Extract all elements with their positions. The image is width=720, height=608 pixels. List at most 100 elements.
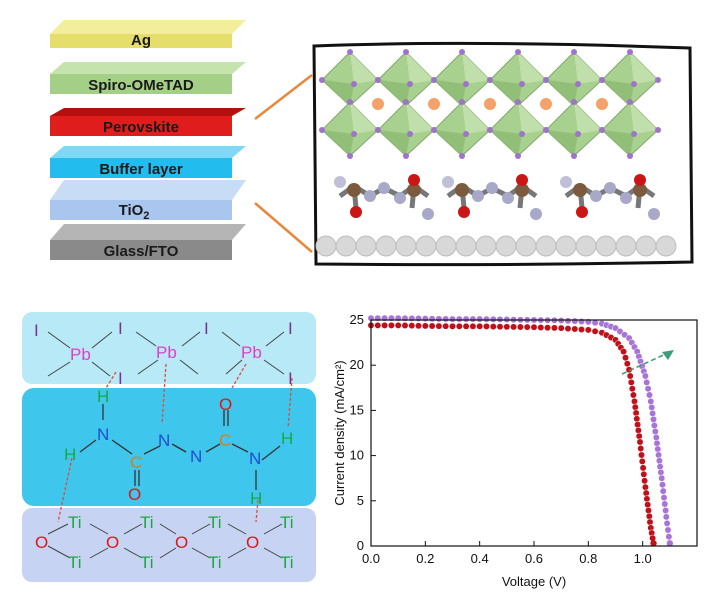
data-point [638, 457, 646, 465]
iodide-atom [459, 49, 465, 55]
substrate-sphere [555, 235, 577, 257]
data-point [387, 321, 395, 329]
iodide-atom [627, 153, 633, 159]
octahedron-highlight [406, 52, 434, 84]
buffer-molecules [334, 174, 660, 220]
o-label: O [35, 533, 48, 552]
pb-label: Pb [156, 343, 177, 362]
data-point [627, 378, 635, 386]
i-label: I [204, 319, 209, 338]
octahedron-highlight [630, 52, 658, 84]
octahedron-highlight [406, 102, 434, 134]
iodide-atom [571, 153, 577, 159]
substrate-sphere [315, 235, 337, 257]
octahedron-highlight [574, 102, 602, 134]
y-tick-label: 20 [350, 357, 364, 372]
data-point [469, 315, 477, 323]
data-point [661, 500, 669, 508]
n-atom [422, 208, 434, 220]
iodide-atom [575, 81, 581, 87]
octahedron-highlight [350, 52, 378, 84]
data-point [462, 322, 470, 330]
tio2-bonds [47, 523, 283, 559]
molecule-double-bonds [134, 410, 229, 486]
iodide-atom [351, 81, 357, 87]
data-point [557, 324, 565, 332]
data-point [523, 323, 531, 331]
atom-c: C [219, 431, 231, 450]
data-point [635, 432, 643, 440]
iodide-atom [655, 77, 661, 83]
iodide-atom [515, 99, 521, 105]
ti-label: Ti [208, 513, 222, 532]
layer-tio2: TiO2 [50, 180, 246, 222]
data-point [421, 315, 429, 323]
data-point [639, 464, 647, 472]
o-atom [576, 206, 588, 218]
buffer-molecule [442, 174, 542, 220]
c-atom [573, 183, 587, 197]
octahedron [599, 49, 661, 109]
data-point [489, 315, 497, 323]
n-atom [620, 192, 632, 204]
data-point [649, 409, 657, 417]
data-point [578, 318, 585, 325]
iodide-atom [347, 49, 353, 55]
data-point [665, 533, 673, 541]
o-atom [634, 174, 646, 186]
pb-label: Pb [70, 345, 91, 364]
octahedron-shade [490, 130, 522, 156]
iodide-atom [571, 99, 577, 105]
data-point [653, 439, 661, 447]
substrate-sphere [415, 235, 437, 257]
data-point [655, 457, 663, 465]
data-point [564, 325, 572, 333]
data-point [666, 540, 674, 547]
data-point [644, 385, 652, 393]
hydrogen-bonds [57, 363, 293, 523]
x-tick-label: 1.0 [634, 551, 652, 566]
series-2 [367, 314, 674, 547]
layer-ag: Ag [50, 20, 246, 49]
layer-spiro: Spiro-OMeTAD [50, 62, 246, 94]
data-point [643, 378, 651, 386]
data-point [449, 322, 456, 330]
octahedron-highlight [574, 52, 602, 84]
layer-label-perovskite: Perovskite [103, 119, 179, 136]
substrate-sphere [495, 235, 517, 257]
x-tick-label: 0.2 [416, 551, 434, 566]
data-point [571, 317, 579, 325]
iodide-atom [375, 127, 381, 133]
cation-atom [596, 98, 608, 110]
octahedron [543, 49, 605, 109]
data-point [476, 315, 484, 323]
n-atom [486, 182, 498, 194]
layer-label-glass: Glass/FTO [104, 243, 179, 260]
atom-c: C [130, 453, 142, 472]
data-point [449, 315, 456, 323]
n-atom [364, 190, 376, 202]
layer-label-buffer: Buffer layer [99, 161, 183, 178]
data-point [584, 326, 592, 334]
atom-o: O [219, 395, 232, 414]
iodide-atom [319, 127, 325, 133]
data-point [629, 391, 637, 399]
jv-chart: 0.0 0.2 0.4 0.6 0.8 1.0 0 5 10 15 20 25 Voltage (V)… [332, 312, 698, 589]
atom-h: H [250, 489, 262, 508]
octahedron [543, 99, 605, 159]
iodide-atom [347, 153, 353, 159]
data-point [647, 397, 655, 405]
series-1 [367, 321, 657, 547]
iodide-atom [375, 77, 381, 83]
tio2-band [22, 508, 316, 582]
data-point [645, 512, 653, 520]
data-point [646, 391, 653, 399]
data-point [623, 360, 631, 368]
substrate-sphere [575, 235, 597, 257]
data-point [643, 495, 651, 503]
cation-atom [540, 98, 552, 110]
data-point [620, 348, 628, 356]
pb-label: Pb [241, 343, 262, 362]
data-point [628, 385, 636, 393]
n-atom [472, 190, 484, 202]
